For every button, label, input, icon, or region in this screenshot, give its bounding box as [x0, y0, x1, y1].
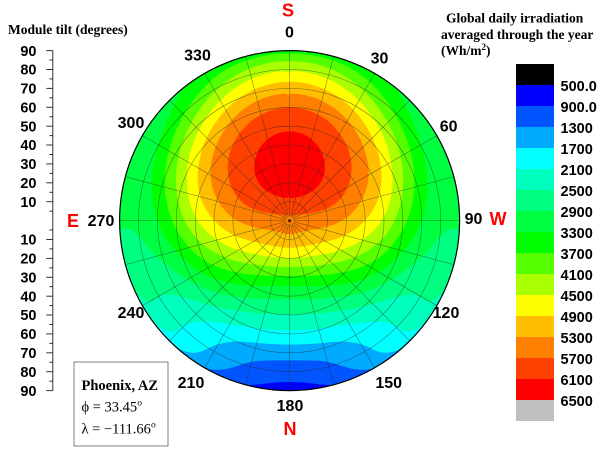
svg-text:(Wh/m2): (Wh/m2)	[441, 42, 491, 58]
svg-text:60: 60	[20, 327, 36, 343]
svg-text:70: 70	[20, 82, 36, 98]
svg-text:1700: 1700	[561, 142, 593, 158]
svg-text:240: 240	[118, 305, 145, 322]
svg-text:500.0: 500.0	[561, 79, 597, 95]
svg-text:Phoenix, AZ: Phoenix, AZ	[82, 378, 159, 394]
svg-text:30: 30	[20, 157, 36, 173]
svg-text:80: 80	[20, 365, 36, 381]
svg-text:10: 10	[20, 195, 36, 211]
svg-text:ϕ = 33.45o: ϕ = 33.45o	[82, 399, 143, 416]
svg-text:0: 0	[285, 25, 294, 42]
svg-text:330: 330	[184, 48, 211, 65]
svg-text:70: 70	[20, 346, 36, 362]
svg-text:300: 300	[118, 115, 145, 132]
svg-text:Global daily irradiation: Global daily irradiation	[446, 11, 584, 26]
svg-text:90: 90	[465, 211, 483, 228]
svg-text:120: 120	[433, 305, 460, 322]
svg-text:4900: 4900	[561, 310, 593, 326]
svg-text:Module tilt (degrees): Module tilt (degrees)	[8, 22, 128, 37]
svg-text:3700: 3700	[561, 247, 593, 263]
svg-text:N: N	[284, 419, 297, 439]
svg-text:900.0: 900.0	[561, 100, 597, 116]
svg-text:S: S	[282, 1, 294, 21]
svg-text:90: 90	[20, 44, 36, 60]
svg-text:6500: 6500	[561, 394, 593, 410]
svg-text:180: 180	[277, 398, 304, 415]
svg-text:20: 20	[20, 176, 36, 192]
svg-text:270: 270	[88, 213, 115, 230]
svg-text:60: 60	[440, 119, 458, 136]
svg-text:90: 90	[20, 384, 36, 400]
svg-text:E: E	[67, 211, 79, 231]
svg-text:4100: 4100	[561, 268, 593, 284]
svg-text:5700: 5700	[561, 352, 593, 368]
svg-text:50: 50	[20, 308, 36, 324]
svg-text:10: 10	[20, 233, 36, 249]
svg-text:4500: 4500	[561, 289, 593, 305]
svg-text:λ = −111.66o: λ = −111.66o	[82, 421, 156, 438]
svg-text:150: 150	[375, 375, 402, 392]
svg-text:W: W	[490, 209, 507, 229]
svg-text:80: 80	[20, 63, 36, 79]
svg-text:20: 20	[20, 252, 36, 268]
svg-text:30: 30	[20, 271, 36, 287]
svg-text:40: 40	[20, 138, 36, 154]
svg-text:2900: 2900	[561, 205, 593, 221]
svg-text:40: 40	[20, 289, 36, 305]
svg-text:averaged through the year: averaged through the year	[441, 27, 593, 42]
svg-text:60: 60	[20, 101, 36, 117]
svg-text:210: 210	[178, 375, 205, 392]
svg-text:30: 30	[371, 51, 389, 68]
svg-text:2500: 2500	[561, 184, 593, 200]
svg-text:6100: 6100	[561, 373, 593, 389]
svg-text:3300: 3300	[561, 226, 593, 242]
svg-text:1300: 1300	[561, 121, 593, 137]
svg-text:2100: 2100	[561, 163, 593, 179]
svg-text:50: 50	[20, 119, 36, 135]
svg-text:5300: 5300	[561, 331, 593, 347]
